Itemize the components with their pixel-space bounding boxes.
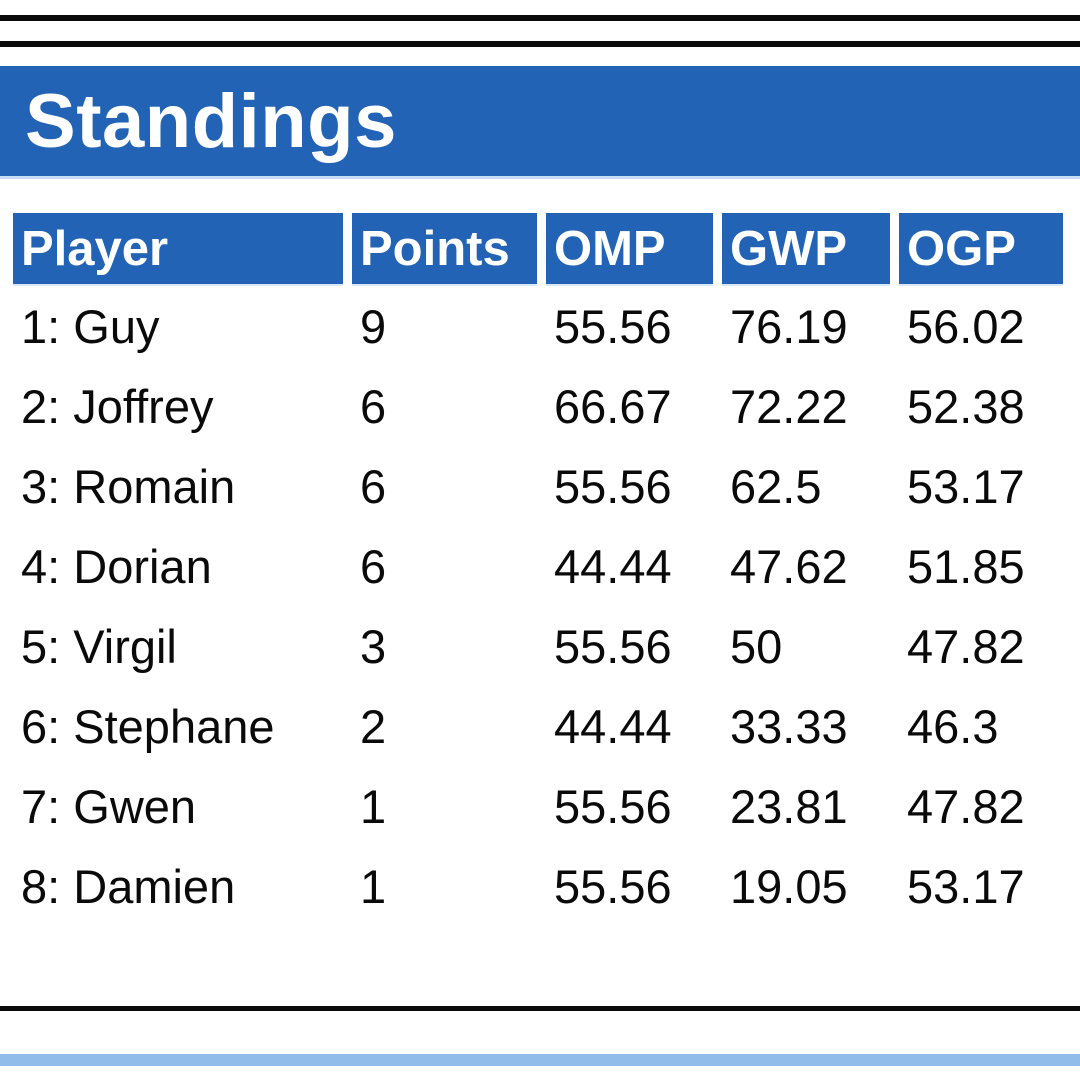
col-header-player: Player: [13, 213, 343, 286]
cell-points: 1: [360, 779, 387, 833]
cell-ogp: 52.38: [907, 379, 1025, 433]
table-header-row: Player Points OMP GWP OGP: [13, 213, 1063, 286]
cell-player: 2: Joffrey: [21, 379, 214, 433]
cell-gwp: 76.19: [730, 299, 848, 353]
cell-gwp: 72.22: [730, 379, 848, 433]
cell-gwp: 47.62: [730, 539, 848, 593]
table-row: 4: Dorian 6 44.44 47.62 51.85: [13, 526, 1063, 606]
cell-points: 6: [360, 539, 387, 593]
cell-ogp: 53.17: [907, 859, 1025, 913]
cell-ogp: 47.82: [907, 619, 1025, 673]
table-row: 6: Stephane 2 44.44 33.33 46.3: [13, 686, 1063, 766]
cell-player: 7: Gwen: [21, 779, 197, 833]
cell-gwp: 33.33: [730, 699, 848, 753]
cell-gwp: 23.81: [730, 779, 848, 833]
table-row: 5: Virgil 3 55.56 50 47.82: [13, 606, 1063, 686]
cell-ogp: 56.02: [907, 299, 1025, 353]
cell-ogp: 47.82: [907, 779, 1025, 833]
cell-gwp: 19.05: [730, 859, 848, 913]
table-row: 7: Gwen 1 55.56 23.81 47.82: [13, 766, 1063, 846]
cell-points: 3: [360, 619, 387, 673]
bottom-divider-line: [0, 1006, 1080, 1011]
table-row: 8: Damien 1 55.56 19.05 53.17: [13, 846, 1063, 926]
col-header-points: Points: [352, 213, 537, 286]
standings-table: Player Points OMP GWP OGP 1: Guy 9 55.56…: [4, 213, 1072, 926]
cell-gwp: 50: [730, 619, 783, 673]
cell-ogp: 46.3: [907, 699, 999, 753]
cell-points: 2: [360, 699, 387, 753]
cell-omp: 44.44: [554, 699, 672, 753]
standings-title-bar: Standings: [0, 66, 1080, 179]
table-body: 1: Guy 9 55.56 76.19 56.02 2: Joffrey 6 …: [13, 286, 1063, 926]
cell-omp: 55.56: [554, 459, 672, 513]
cell-omp: 55.56: [554, 619, 672, 673]
cell-player: 6: Stephane: [21, 699, 275, 753]
cell-omp: 55.56: [554, 779, 672, 833]
cell-gwp: 62.5: [730, 459, 822, 513]
bottom-accent-bar: [0, 1054, 1080, 1066]
cell-omp: 44.44: [554, 539, 672, 593]
cell-player: 5: Virgil: [21, 619, 177, 673]
cell-points: 6: [360, 379, 387, 433]
table-row: 3: Romain 6 55.56 62.5 53.17: [13, 446, 1063, 526]
table-row: 2: Joffrey 6 66.67 72.22 52.38: [13, 366, 1063, 446]
table-row: 1: Guy 9 55.56 76.19 56.02: [13, 286, 1063, 366]
col-header-gwp: GWP: [722, 213, 890, 286]
top-divider-line-2: [0, 41, 1080, 47]
cell-omp: 55.56: [554, 299, 672, 353]
top-divider-line-1: [0, 15, 1080, 21]
col-header-omp: OMP: [546, 213, 713, 286]
cell-player: 3: Romain: [21, 459, 236, 513]
cell-player: 4: Dorian: [21, 539, 212, 593]
cell-omp: 66.67: [554, 379, 672, 433]
cell-player: 8: Damien: [21, 859, 236, 913]
col-header-ogp: OGP: [899, 213, 1063, 286]
cell-points: 1: [360, 859, 387, 913]
cell-ogp: 53.17: [907, 459, 1025, 513]
cell-player: 1: Guy: [21, 299, 160, 353]
cell-omp: 55.56: [554, 859, 672, 913]
page-title: Standings: [25, 78, 397, 164]
cell-points: 6: [360, 459, 387, 513]
cell-ogp: 51.85: [907, 539, 1025, 593]
cell-points: 9: [360, 299, 387, 353]
